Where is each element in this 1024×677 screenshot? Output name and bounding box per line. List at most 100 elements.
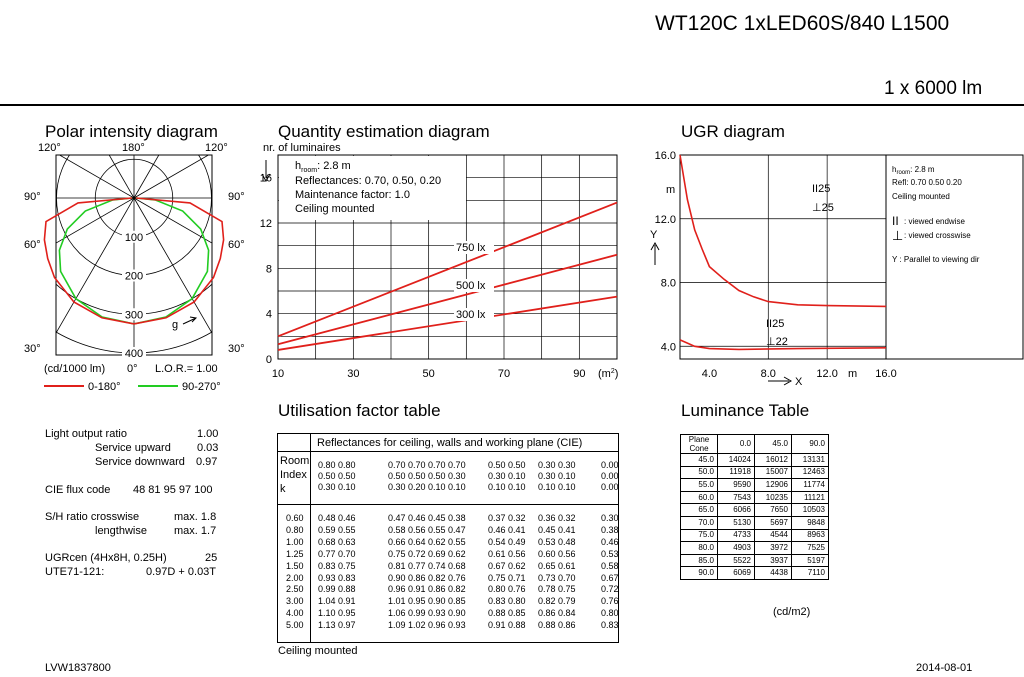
luminance-row: 55.0 9590 12906 11774 <box>680 478 829 492</box>
luminance-cell: 8963 <box>791 528 829 543</box>
luminance-cell: 11918 <box>717 465 755 480</box>
utilisation-cell: 0.53 0.48 <box>538 536 576 547</box>
utilisation-footer: Ceiling mounted <box>278 645 358 657</box>
utilisation-header: Reflectances for ceiling, walls and work… <box>317 437 583 449</box>
polar-ray <box>56 197 135 333</box>
header-divider <box>0 104 1024 106</box>
polar-curve-0-180 <box>43 197 225 325</box>
ugr-ytick: 4.0 <box>661 341 676 353</box>
spec-ute-label: UTE71-121: <box>45 566 105 578</box>
utilisation-cell: 1.09 1.02 0.96 0.93 <box>388 620 466 631</box>
ugr-y-arrow-head <box>650 241 660 251</box>
utilisation-cell: 0.90 0.86 0.82 0.76 <box>388 572 466 583</box>
luminance-cell: 11121 <box>791 490 829 505</box>
utilisation-cell: 0.38 <box>601 524 619 535</box>
ugr-ytick: 16.0 <box>655 150 676 162</box>
radial-label: 400 <box>125 348 143 360</box>
utilisation-cell: 0.80 <box>286 524 304 535</box>
luminance-cell: 5522 <box>717 553 755 568</box>
legend-red-label: 0-180° <box>88 381 121 393</box>
qty-curve-label: 500 lx <box>456 280 486 292</box>
polar-ray <box>56 197 135 244</box>
luminance-col-header: 90.0 <box>791 434 829 454</box>
ugr-xtick: 12.0 <box>816 368 837 380</box>
ugr-label: ⊥25 <box>812 202 834 214</box>
ugr-y-legend: Y : Parallel to viewing dir <box>892 255 980 264</box>
ugr-label: ⊥22 <box>766 336 788 348</box>
luminance-row: 65.0 6066 7650 10503 <box>680 503 829 517</box>
utilisation-table: Reflectances for ceiling, walls and work… <box>277 433 619 643</box>
utilisation-cell: 0.30 <box>601 513 619 523</box>
reflectance-cell: 0.50 0.50 <box>318 471 356 481</box>
luminance-cell: 3972 <box>754 541 792 555</box>
zero-label: 0° <box>127 363 138 375</box>
luminance-col-header: 0.0 <box>717 434 755 454</box>
spec-down-value: 0.97 <box>196 456 218 468</box>
angle-label: 60° <box>228 239 245 251</box>
luminance-corner: Plane Cone <box>680 434 718 454</box>
footer-code: LVW1837800 <box>45 662 111 674</box>
ugr-side-line: Ceiling mounted <box>892 192 950 201</box>
polar-title: Polar intensity diagram <box>45 122 218 141</box>
luminance-cell: 60.0 <box>680 490 718 505</box>
utilisation-cell: 0.65 0.61 <box>538 560 576 571</box>
utilisation-cell: 0.75 0.72 0.69 0.62 <box>388 548 466 559</box>
utilisation-cell: 0.96 0.91 0.86 0.82 <box>388 584 466 595</box>
utilisation-cell: 3.00 <box>286 596 304 607</box>
luminance-cell: 15007 <box>754 465 792 480</box>
luminance-unit: (cd/m2) <box>773 606 811 618</box>
luminance-row: 90.0 6069 4438 7110 <box>680 566 829 580</box>
polar-units: (cd/1000 lm) <box>44 363 105 375</box>
radial-label-bg <box>122 347 146 359</box>
luminance-cell: 75.0 <box>680 528 718 543</box>
spec-ugr-value: 25 <box>205 552 218 564</box>
utilisation-cell: 0.68 0.63 <box>318 536 356 547</box>
angle-label: 60° <box>24 239 41 251</box>
spec-up-value: 0.03 <box>197 442 219 454</box>
ugr-endwise-legend: : viewed endwise <box>904 217 965 226</box>
quantity-title: Quantity estimation diagram <box>278 122 490 141</box>
utilisation-cell: 0.78 0.75 <box>538 584 576 595</box>
luminance-cell: 9590 <box>717 478 755 492</box>
reflectance-cell: 0.30 0.10 <box>538 471 576 481</box>
utilisation-cell: 0.61 0.56 <box>488 548 526 559</box>
ugr-crosswise-symbol: ⊥ <box>892 228 903 243</box>
utilisation-cell: 0.80 <box>601 608 619 619</box>
ugr-label: II25 <box>766 318 784 330</box>
qty-curve-label-bg <box>454 308 494 321</box>
luminance-cell: 14024 <box>717 453 755 467</box>
gamma-arrow-head <box>189 316 198 323</box>
luminance-row: 70.0 5130 5697 9848 <box>680 515 829 530</box>
utilisation-cell: 0.48 0.46 <box>318 513 356 523</box>
luminance-cell: 5130 <box>717 515 755 530</box>
angle-label: 90° <box>24 191 41 203</box>
luminance-row: 60.0 7543 10235 11121 <box>680 490 829 505</box>
footer-date: 2014-08-01 <box>916 662 973 674</box>
utilisation-cell: 0.53 <box>601 548 619 559</box>
luminance-cell: 12463 <box>791 465 829 480</box>
utilisation-cell: 1.13 0.97 <box>318 620 356 631</box>
spec-sh-label: S/H ratio crosswise <box>45 511 140 523</box>
utilisation-cell: 0.47 0.46 0.45 0.38 <box>388 513 466 523</box>
luminance-cell: 55.0 <box>680 478 718 492</box>
luminance-cell: 16012 <box>754 453 792 467</box>
gamma-arrow <box>182 317 197 325</box>
utilisation-cell: 0.86 0.84 <box>538 608 576 619</box>
qty-xtick: 50 <box>423 368 435 380</box>
spec-down-label: Service downward <box>95 456 185 468</box>
luminance-cell: 50.0 <box>680 465 718 480</box>
qty-ytick: 8 <box>266 263 272 275</box>
luminance-row: 45.0 14024 16012 13131 <box>680 453 829 467</box>
ugr-x-arrow-head <box>783 376 793 386</box>
utilisation-cell: 0.46 <box>601 536 619 547</box>
utilisation-cell: 0.72 <box>601 584 619 595</box>
utilisation-cell: 1.10 0.95 <box>318 608 356 619</box>
utilisation-cell: 0.76 <box>601 596 619 607</box>
reflectance-cell: 0.70 0.70 0.70 0.70 <box>388 460 466 470</box>
qty-ytick: 12 <box>260 218 272 230</box>
utilisation-cell: 0.60 <box>286 513 304 523</box>
angle-label: 120° <box>205 142 228 154</box>
reflectance-cell: 0.30 0.10 <box>488 471 526 481</box>
qty-yarrow-head <box>261 173 271 183</box>
qty-ytick: 4 <box>266 309 272 321</box>
